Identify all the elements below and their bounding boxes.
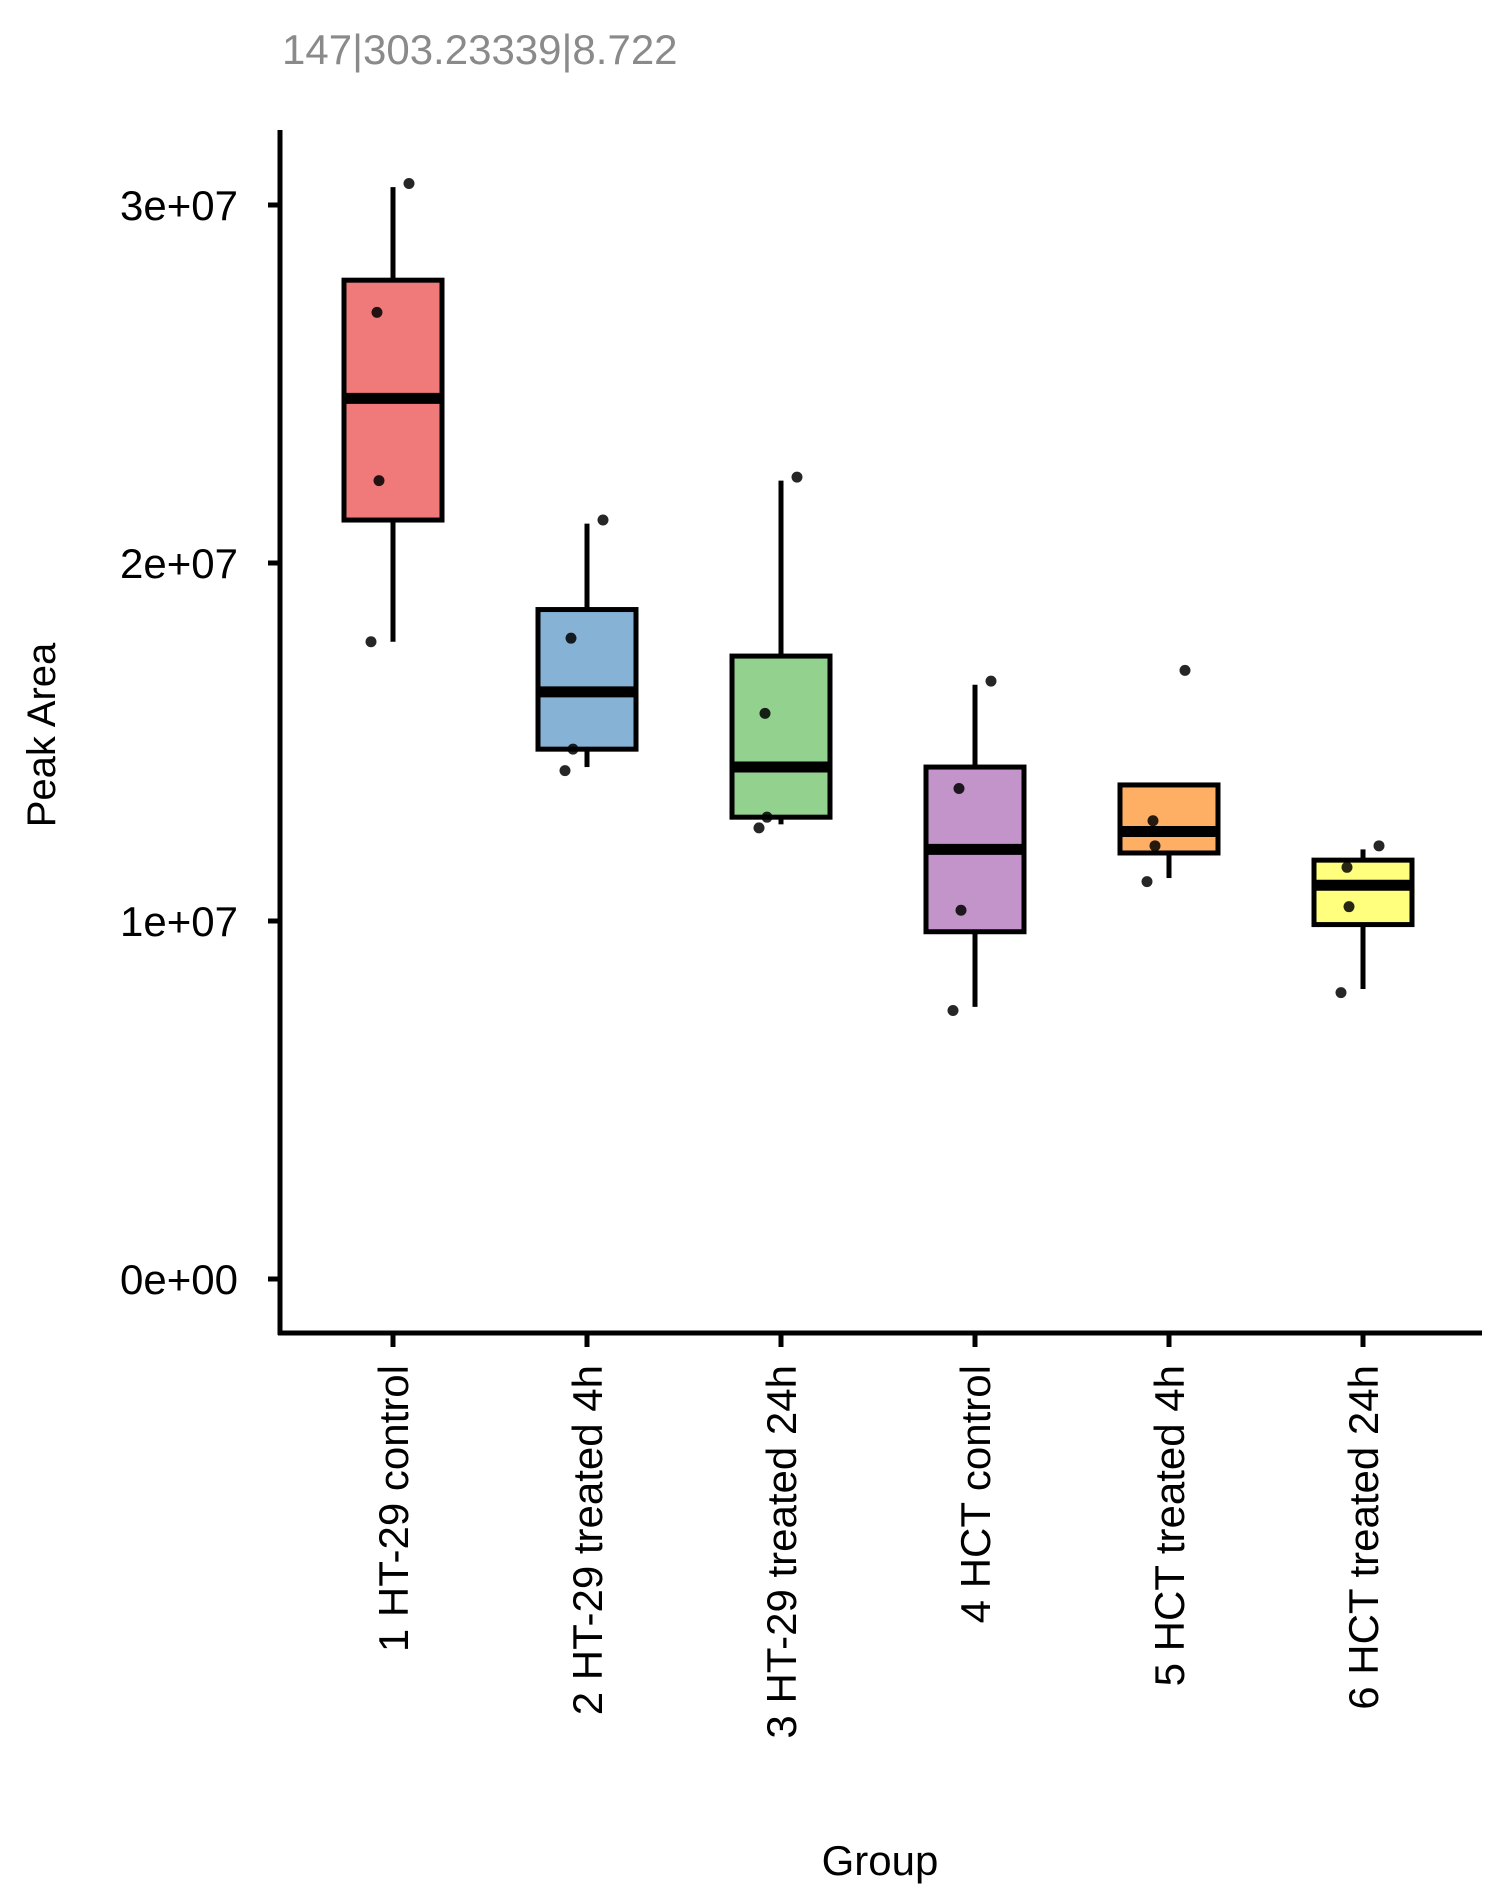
box (1311, 857, 1415, 928)
box (729, 653, 833, 820)
x-tick-label: 1 HT-29 control (370, 1365, 417, 1652)
data-point (761, 811, 773, 823)
axes (277, 130, 1482, 1336)
data-point (953, 783, 965, 795)
data-point (403, 178, 415, 190)
data-point (365, 636, 377, 648)
x-tick-label: 6 HCT treated 24h (1340, 1365, 1387, 1710)
points (365, 178, 1385, 1016)
y-tick-label: 0e+00 (120, 1256, 238, 1303)
data-point (1335, 987, 1347, 999)
data-point (1147, 815, 1159, 827)
x-tick-label: 4 HCT control (952, 1365, 999, 1623)
x-ticks: 1 HT-29 control 2 HT-29 treated 4h 3 HT-29… (370, 1333, 1387, 1739)
data-point (371, 306, 383, 318)
box (535, 607, 639, 752)
y-tick-label: 1e+07 (120, 898, 238, 945)
data-point (1373, 840, 1385, 852)
data-point (565, 632, 577, 644)
data-point (597, 514, 609, 526)
data-point (1343, 901, 1355, 913)
data-point (1149, 840, 1161, 852)
data-point (1179, 664, 1191, 676)
y-tick-label: 2e+07 (120, 540, 238, 587)
data-point (567, 743, 579, 755)
x-axis-label: Group (822, 1837, 939, 1884)
data-point (791, 471, 803, 483)
y-ticks: 0e+00 1e+07 2e+07 3e+07 (120, 182, 280, 1303)
x-tick-label: 3 HT-29 treated 24h (758, 1365, 805, 1739)
x-tick-label: 5 HCT treated 4h (1146, 1365, 1193, 1686)
y-tick-label: 3e+07 (120, 182, 238, 229)
data-point (753, 822, 765, 834)
data-point (1341, 861, 1353, 873)
y-axis-label: Peak Area (20, 642, 64, 827)
data-point (955, 904, 967, 916)
chart-title: 147|303.23339|8.722 (282, 26, 678, 73)
data-point (985, 675, 997, 687)
data-point (373, 475, 385, 487)
box (1117, 782, 1221, 856)
x-tick-label: 2 HT-29 treated 4h (564, 1365, 611, 1715)
data-point (759, 707, 771, 719)
data-point (947, 1005, 959, 1016)
boxes (341, 187, 1415, 1007)
data-point (1141, 876, 1153, 888)
data-point (559, 765, 571, 777)
